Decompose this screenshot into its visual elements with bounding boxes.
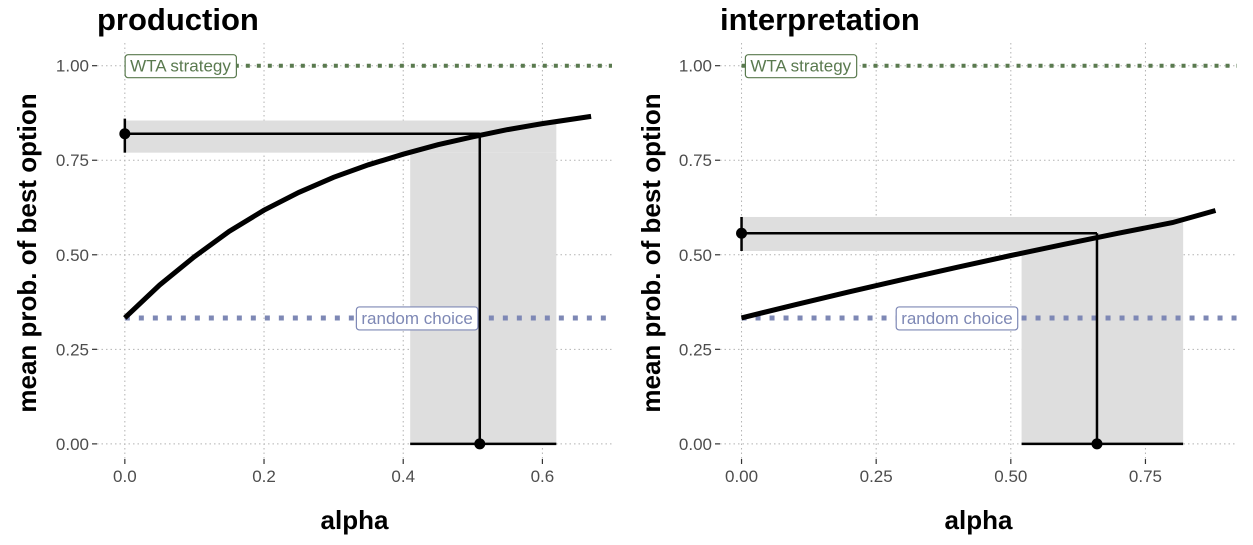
random-choice-label: random choice — [361, 309, 473, 328]
y-tick-label: 0.00 — [679, 435, 712, 454]
y-tick-label: 0.75 — [679, 151, 712, 170]
x-tick-label: 0.2 — [252, 467, 276, 486]
x-tick-label: 0.4 — [391, 467, 415, 486]
y-tick-label: 0.25 — [679, 340, 712, 359]
alpha-interval-band — [410, 152, 557, 444]
x-tick-label: 0.6 — [531, 467, 555, 486]
panel-interpretation: interpretation 0.00 0.25 0.50 0.75 1.00 0.00 0.… — [636, 2, 1237, 535]
model-curve — [740, 208, 1217, 321]
random-choice-label-box — [355, 306, 479, 331]
y-tick-label: 1.00 — [56, 57, 89, 76]
alpha-estimate-point — [474, 438, 486, 450]
y-tick-label: 0.25 — [56, 340, 89, 359]
observed-interval-band — [124, 120, 557, 153]
observed-point — [119, 128, 131, 140]
x-axis-label: alpha — [945, 505, 1013, 535]
random-choice-label: random choice — [901, 309, 1013, 328]
x-axis-label: alpha — [321, 505, 389, 535]
panel-title: production — [97, 2, 259, 37]
y-axis-label: mean prob. of best option — [636, 93, 666, 412]
panel-production: production 0.00 0.25 0.50 0.75 1.00 0.0 0.2 0.4 0… — [12, 2, 612, 535]
panel-title: interpretation — [720, 2, 920, 37]
wta-label-box — [124, 54, 237, 79]
y-tick-label: 0.00 — [56, 435, 89, 454]
x-tick-label: 0.25 — [860, 467, 893, 486]
alpha-interval-band — [1021, 251, 1184, 444]
x-tick-label: 0.75 — [1129, 467, 1162, 486]
y-tick-label: 1.00 — [679, 57, 712, 76]
x-tick-label: 0.00 — [725, 467, 758, 486]
observed-point — [736, 227, 748, 239]
y-tick-label: 0.50 — [56, 246, 89, 265]
wta-label: WTA strategy — [750, 57, 851, 76]
random-choice-label-box — [895, 306, 1019, 331]
y-axis-label: mean prob. of best option — [12, 93, 42, 412]
x-tick-label: 0.50 — [994, 467, 1027, 486]
y-tick-label: 0.50 — [679, 246, 712, 265]
alpha-estimate-point — [1091, 438, 1103, 450]
wta-label: WTA strategy — [130, 57, 231, 76]
y-tick-label: 0.75 — [56, 151, 89, 170]
wta-label-box — [744, 54, 858, 79]
model-curve — [123, 113, 592, 320]
x-tick-label: 0.0 — [113, 467, 137, 486]
